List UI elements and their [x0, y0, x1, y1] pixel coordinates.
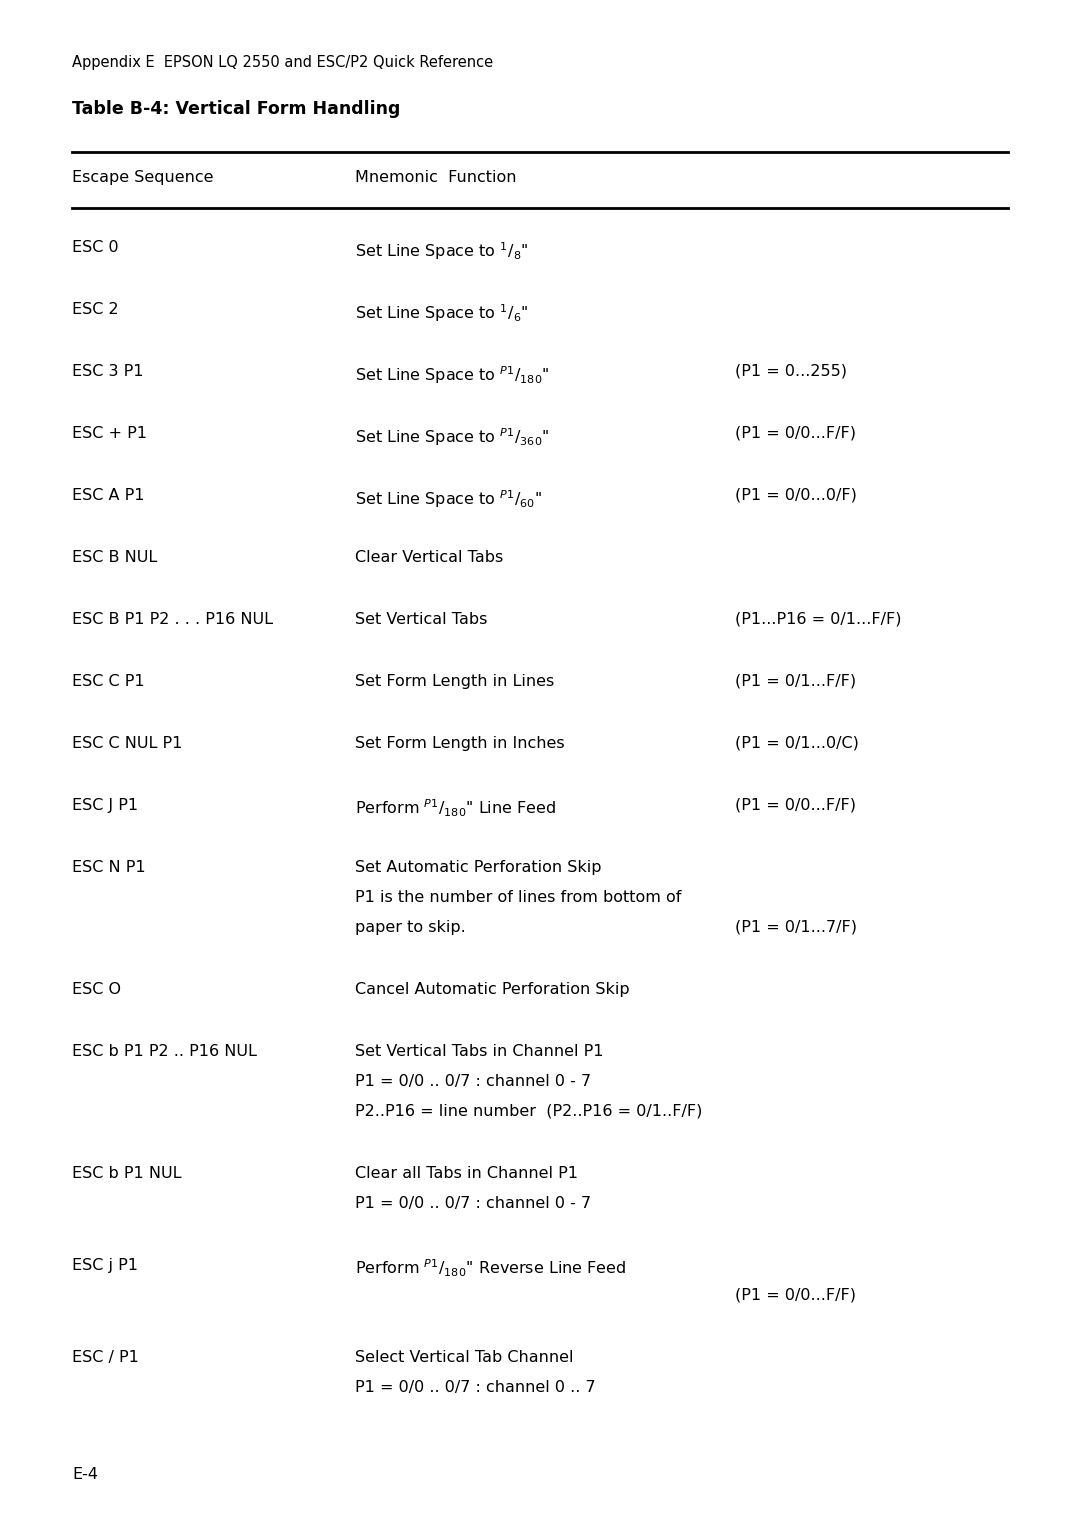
Text: Appendix E  EPSON LQ 2550 and ESC/P2 Quick Reference: Appendix E EPSON LQ 2550 and ESC/P2 Quic… — [72, 55, 494, 70]
Text: Clear all Tabs in Channel P1: Clear all Tabs in Channel P1 — [355, 1166, 578, 1181]
Text: ESC / P1: ESC / P1 — [72, 1350, 139, 1365]
Text: Set Form Length in Lines: Set Form Length in Lines — [355, 674, 554, 689]
Text: (P1 = 0/0...F/F): (P1 = 0/0...F/F) — [735, 1288, 856, 1303]
Text: P1 = 0/0 .. 0/7 : channel 0 .. 7: P1 = 0/0 .. 0/7 : channel 0 .. 7 — [355, 1380, 596, 1396]
Text: Set Vertical Tabs in Channel P1: Set Vertical Tabs in Channel P1 — [355, 1044, 604, 1059]
Text: P2..P16 = line number  (P2..P16 = 0/1..F/F): P2..P16 = line number (P2..P16 = 0/1..F/… — [355, 1103, 702, 1119]
Text: ESC 2: ESC 2 — [72, 301, 119, 317]
Text: (P1 = 0...255): (P1 = 0...255) — [735, 364, 847, 379]
Text: Clear Vertical Tabs: Clear Vertical Tabs — [355, 549, 503, 565]
Text: P1 = 0/0 .. 0/7 : channel 0 - 7: P1 = 0/0 .. 0/7 : channel 0 - 7 — [355, 1196, 591, 1212]
Text: Perform $^{P1}/_{180}$" Reverse Line Feed: Perform $^{P1}/_{180}$" Reverse Line Fee… — [355, 1259, 626, 1280]
Text: ESC 0: ESC 0 — [72, 240, 119, 256]
Text: Perform $^{P1}/_{180}$" Line Feed: Perform $^{P1}/_{180}$" Line Feed — [355, 798, 556, 819]
Text: ESC A P1: ESC A P1 — [72, 489, 145, 502]
Text: ESC B NUL: ESC B NUL — [72, 549, 158, 565]
Text: Set Automatic Perforation Skip: Set Automatic Perforation Skip — [355, 860, 602, 875]
Text: ESC b P1 P2 .. P16 NUL: ESC b P1 P2 .. P16 NUL — [72, 1044, 257, 1059]
Text: Set Line Space to $^{P1}/_{60}$": Set Line Space to $^{P1}/_{60}$" — [355, 489, 542, 510]
Text: ESC B P1 P2 . . . P16 NUL: ESC B P1 P2 . . . P16 NUL — [72, 612, 273, 627]
Text: (P1...P16 = 0/1...F/F): (P1...P16 = 0/1...F/F) — [735, 612, 902, 627]
Text: ESC C P1: ESC C P1 — [72, 674, 145, 689]
Text: ESC 3 P1: ESC 3 P1 — [72, 364, 144, 379]
Text: P1 = 0/0 .. 0/7 : channel 0 - 7: P1 = 0/0 .. 0/7 : channel 0 - 7 — [355, 1075, 591, 1090]
Text: E-4: E-4 — [72, 1467, 98, 1482]
Text: P1 is the number of lines from bottom of: P1 is the number of lines from bottom of — [355, 890, 681, 906]
Text: (P1 = 0/1...0/C): (P1 = 0/1...0/C) — [735, 737, 859, 750]
Text: (P1 = 0/0...F/F): (P1 = 0/0...F/F) — [735, 798, 856, 813]
Text: ESC + P1: ESC + P1 — [72, 426, 147, 441]
Text: Set Line Space to $^1/_6$": Set Line Space to $^1/_6$" — [355, 301, 528, 324]
Text: ESC J P1: ESC J P1 — [72, 798, 138, 813]
Text: Mnemonic  Function: Mnemonic Function — [355, 170, 516, 186]
Text: (P1 = 0/1...F/F): (P1 = 0/1...F/F) — [735, 674, 856, 689]
Text: Set Line Space to $^{P1}/_{360}$": Set Line Space to $^{P1}/_{360}$" — [355, 426, 550, 447]
Text: paper to skip.: paper to skip. — [355, 919, 465, 935]
Text: Table B-4: Vertical Form Handling: Table B-4: Vertical Form Handling — [72, 100, 401, 119]
Text: Set Vertical Tabs: Set Vertical Tabs — [355, 612, 487, 627]
Text: ESC C NUL P1: ESC C NUL P1 — [72, 737, 183, 750]
Text: Set Form Length in Inches: Set Form Length in Inches — [355, 737, 565, 750]
Text: Set Line Space to $^1/_8$": Set Line Space to $^1/_8$" — [355, 240, 528, 262]
Text: (P1 = 0/0...0/F): (P1 = 0/0...0/F) — [735, 489, 856, 502]
Text: Select Vertical Tab Channel: Select Vertical Tab Channel — [355, 1350, 573, 1365]
Text: Escape Sequence: Escape Sequence — [72, 170, 214, 186]
Text: ESC j P1: ESC j P1 — [72, 1259, 138, 1272]
Text: (P1 = 0/1...7/F): (P1 = 0/1...7/F) — [735, 919, 858, 935]
Text: (P1 = 0/0...F/F): (P1 = 0/0...F/F) — [735, 426, 856, 441]
Text: ESC b P1 NUL: ESC b P1 NUL — [72, 1166, 181, 1181]
Text: Set Line Space to $^{P1}/_{180}$": Set Line Space to $^{P1}/_{180}$" — [355, 364, 550, 385]
Text: ESC O: ESC O — [72, 982, 121, 997]
Text: ESC N P1: ESC N P1 — [72, 860, 146, 875]
Text: Cancel Automatic Perforation Skip: Cancel Automatic Perforation Skip — [355, 982, 630, 997]
